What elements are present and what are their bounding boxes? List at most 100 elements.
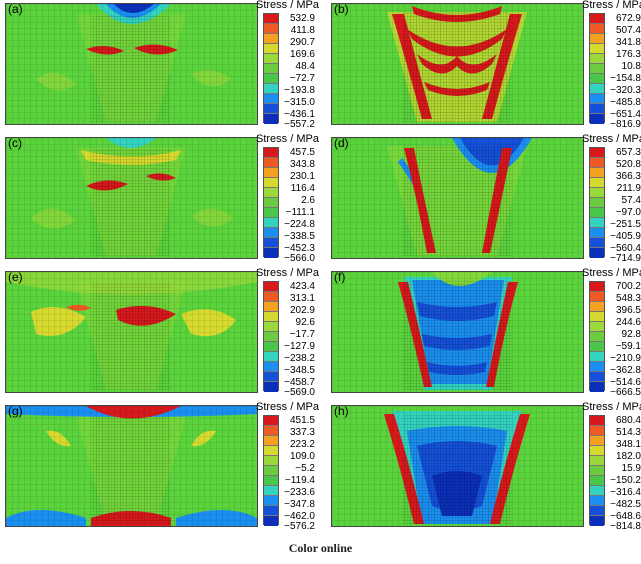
color-bar (263, 281, 279, 392)
color-bar-segment (264, 104, 278, 114)
color-bar-segment (264, 198, 278, 208)
legend-value: −560.4 (610, 243, 641, 254)
legend-value: 700.2 (615, 281, 641, 292)
legend-value: −111.1 (285, 207, 315, 218)
legend-value: 2.6 (301, 195, 315, 206)
color-bar-segment (264, 382, 278, 392)
legend-value: −648.6 (610, 511, 641, 522)
legend-value: −338.5 (284, 231, 315, 242)
color-bar-segment (590, 372, 604, 382)
fe-contour-g (5, 405, 258, 527)
legend-value: −17.7 (289, 329, 315, 340)
color-bar (589, 13, 605, 124)
fe-contour-b (331, 3, 584, 125)
color-bar-segment (590, 382, 604, 392)
legend-value: 10.8 (621, 61, 641, 72)
legend-value: −210.9 (610, 353, 641, 364)
color-bar-segment (264, 496, 278, 506)
legend-value: −251.5 (610, 219, 641, 230)
color-bar-segment (590, 446, 604, 456)
legend-value: −452.3 (284, 243, 315, 254)
color-bar-segment (590, 496, 604, 506)
panel-label: (a) (8, 2, 23, 16)
color-bar (263, 415, 279, 526)
legend-value: 396.5 (615, 305, 641, 316)
panel-h: (h) Stress / MPa 680.4 514.3 348.1 182.0… (331, 401, 641, 532)
color-bar-segment (264, 238, 278, 248)
legend-value: 680.4 (615, 415, 641, 426)
color-bar-segment (264, 248, 278, 258)
caption: Color online (288, 541, 353, 555)
legend-value: −316.4 (610, 487, 641, 498)
color-bar-segment (590, 44, 604, 54)
color-bar-segment (590, 312, 604, 322)
color-bar-segment (590, 332, 604, 342)
legend-value: −462.0 (284, 511, 315, 522)
legend-title: Stress / MPa (582, 267, 641, 279)
color-bar-segment (264, 476, 278, 486)
color-bar-segment (590, 188, 604, 198)
legend-value: 451.5 (289, 415, 315, 426)
legend-value: 223.2 (289, 439, 315, 450)
color-bar-segment (264, 416, 278, 426)
legend-value: −482.5 (610, 499, 641, 510)
fe-contour-e (5, 271, 258, 393)
panel-e: (e) Stress / MPa 423.4 313.1 202.9 92.6 … (5, 267, 319, 398)
fe-contour-a (5, 3, 258, 125)
legend-value: −233.6 (284, 487, 315, 498)
color-bar-segment (264, 516, 278, 526)
legend-value: 411.8 (290, 25, 315, 36)
legend-value: 48.4 (295, 61, 315, 72)
legend-value: 313.1 (289, 293, 315, 304)
color-bar-segment (590, 94, 604, 104)
legend-value: −666.5 (610, 387, 641, 398)
panel-a: (a) Stress / MPa 532.9 411.8 290.7 169.6… (5, 0, 319, 130)
legend-value: −238.2 (284, 353, 315, 364)
color-bar-segment (590, 218, 604, 228)
color-bar-segment (264, 506, 278, 516)
legend-value: 532.9 (289, 13, 315, 24)
color-bar (263, 13, 279, 124)
color-bar-segment (264, 446, 278, 456)
legend-value: −576.2 (284, 521, 315, 532)
legend-title: Stress / MPa (256, 267, 319, 279)
legend-title: Stress / MPa (582, 133, 641, 145)
legend-value: 169.6 (289, 49, 315, 60)
color-bar-segment (264, 342, 278, 352)
fe-contour-h (331, 405, 584, 527)
color-bar-segment (590, 416, 604, 426)
color-bar-segment (590, 158, 604, 168)
color-bar-segment (264, 34, 278, 44)
color-bar-segment (590, 248, 604, 258)
color-bar-segment (264, 14, 278, 24)
color-bar-segment (590, 436, 604, 446)
panel-label: (g) (8, 404, 23, 418)
color-bar-segment (264, 44, 278, 54)
legend-title: Stress / MPa (582, 401, 641, 413)
color-bar-segment (264, 84, 278, 94)
color-bar-segment (590, 14, 604, 24)
color-bar-segment (264, 352, 278, 362)
panel-c: (c) Stress / MPa 457.5 343.8 230.1 116.4… (5, 133, 319, 264)
legend-value: −320.3 (610, 85, 641, 96)
legend-value: −315.0 (284, 97, 315, 108)
legend-value: 341.8 (615, 37, 641, 48)
color-bar-segment (264, 302, 278, 312)
legend-value: 337.3 (289, 427, 315, 438)
legend-value: −362.8 (610, 365, 641, 376)
color-bar-segment (590, 456, 604, 466)
fe-contour-f (331, 271, 584, 393)
color-bar-segment (590, 426, 604, 436)
color-bar-segment (264, 178, 278, 188)
color-bar-segment (264, 456, 278, 466)
color-bar-segment (264, 486, 278, 496)
legend-title: Stress / MPa (582, 0, 641, 11)
legend-value: −514.6 (610, 377, 641, 388)
legend-title: Stress / MPa (256, 0, 319, 11)
legend-value: −405.9 (610, 231, 641, 242)
legend-value: 57.4 (621, 195, 641, 206)
color-bar-segment (590, 466, 604, 476)
color-bar-segment (590, 322, 604, 332)
color-bar-segment (590, 178, 604, 188)
legend-value: 202.9 (289, 305, 315, 316)
